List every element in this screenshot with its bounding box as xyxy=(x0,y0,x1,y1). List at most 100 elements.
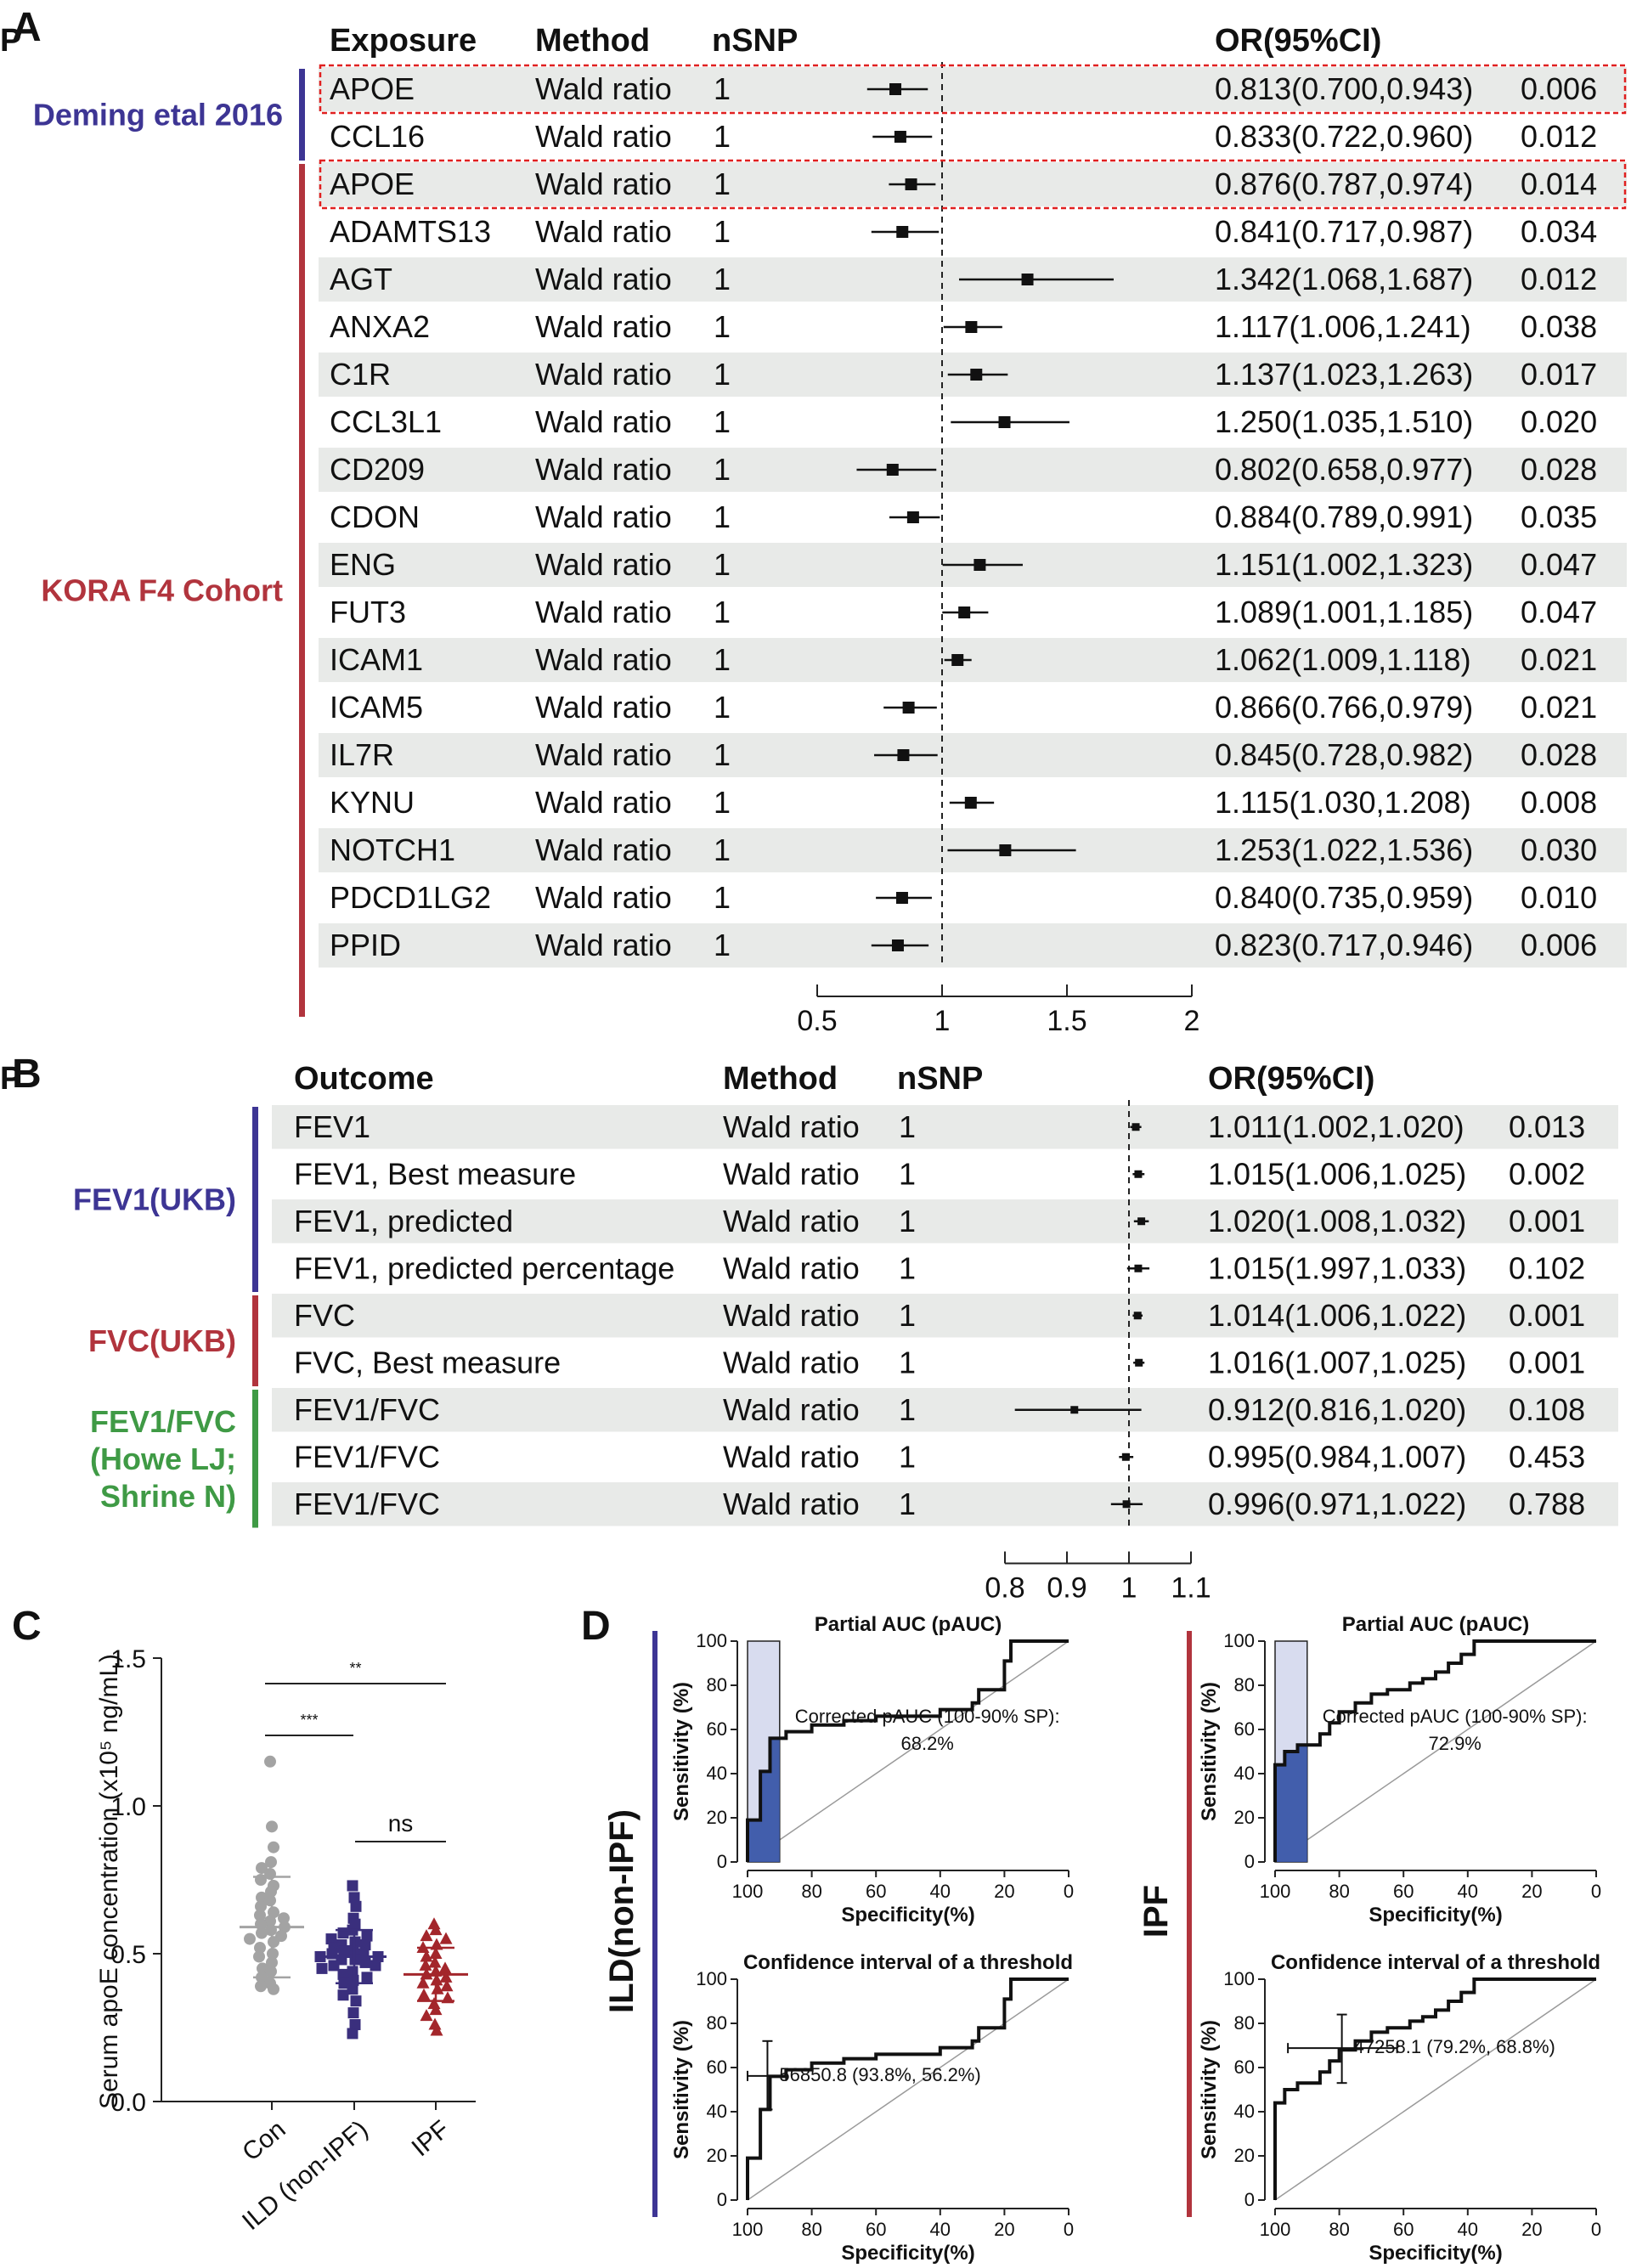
label-cell: CCL16 xyxy=(330,119,425,154)
x-tick-label: 100 xyxy=(732,1881,764,1902)
data-point xyxy=(439,1932,453,1944)
diagonal-line xyxy=(747,1978,1069,2201)
point-estimate xyxy=(958,606,971,618)
data-point xyxy=(255,1874,267,1886)
method-cell: Wald ratio xyxy=(723,1250,860,1285)
y-tick-label: 40 xyxy=(1234,1763,1255,1784)
label-cell: CDON xyxy=(330,499,420,534)
row-band xyxy=(272,1482,1618,1526)
or-ci-cell: 0.833(0.722,0.960) xyxy=(1215,119,1473,154)
p-value-cell: 0.012 xyxy=(1521,262,1597,296)
data-point xyxy=(268,1983,279,1995)
x-tick-label: 60 xyxy=(866,2219,886,2240)
group-label: FEV1(UKB) xyxy=(73,1182,236,1217)
nsnp-cell: 1 xyxy=(714,595,731,629)
point-estimate xyxy=(895,892,908,904)
point-estimate xyxy=(970,369,983,381)
label-cell: FUT3 xyxy=(330,595,406,629)
point-estimate xyxy=(891,939,904,951)
or-ci-cell: 1.015(1.997,1.033) xyxy=(1208,1250,1466,1285)
data-point xyxy=(256,1862,268,1875)
y-tick-label: 40 xyxy=(707,1763,727,1784)
roc-curve xyxy=(746,1639,1069,1862)
data-point xyxy=(347,2007,359,2019)
data-point xyxy=(431,1982,444,1994)
x-tick-label: 2 xyxy=(1184,1005,1200,1037)
data-point xyxy=(348,1892,360,1904)
y-tick-label: 80 xyxy=(1234,2012,1255,2034)
pauc-caption: Corrected pAUC (100-90% SP): xyxy=(1323,1706,1588,1727)
method-cell: Wald ratio xyxy=(535,880,672,915)
row-band xyxy=(272,1294,1618,1338)
p-value-cell: 0.034 xyxy=(1521,214,1597,249)
pauc-value: 68.2% xyxy=(900,1733,953,1754)
group-bar xyxy=(299,69,305,161)
significance-label: *** xyxy=(300,1712,318,1729)
column-header: Exposure xyxy=(330,23,477,59)
method-cell: Wald ratio xyxy=(535,928,672,962)
data-point xyxy=(359,1956,371,1968)
group-bar xyxy=(252,1107,258,1292)
y-tick-label: 100 xyxy=(1223,1968,1255,1989)
y-tick-label: 60 xyxy=(1234,1718,1255,1740)
point-estimate xyxy=(886,464,899,476)
data-point xyxy=(264,1755,276,1768)
data-point xyxy=(244,1932,256,1945)
data-point xyxy=(347,1880,358,1892)
or-ci-cell: 1.016(1.007,1.025) xyxy=(1208,1345,1466,1379)
method-cell: Wald ratio xyxy=(535,309,672,344)
p-value-cell: 0.014 xyxy=(1521,166,1597,201)
data-point xyxy=(350,1995,362,2007)
nsnp-cell: 1 xyxy=(899,1487,916,1521)
p-value-cell: 0.001 xyxy=(1509,1204,1585,1238)
point-estimate xyxy=(974,559,986,571)
data-point xyxy=(266,1820,278,1833)
x-tick-label: 0 xyxy=(1064,2219,1074,2240)
significance-label: ** xyxy=(349,1660,361,1677)
p-value-cell: 0.038 xyxy=(1521,309,1597,344)
nsnp-cell: 1 xyxy=(899,1250,916,1285)
p-value-cell: 0.102 xyxy=(1509,1250,1585,1285)
significance-label: ns xyxy=(388,1810,414,1836)
y-tick-label: 60 xyxy=(707,1718,727,1740)
data-point xyxy=(255,1900,267,1913)
or-ci-cell: 0.823(0.717,0.946) xyxy=(1215,928,1473,962)
diagonal-line xyxy=(1274,1978,1597,2201)
or-ci-cell: 1.253(1.022,1.536) xyxy=(1215,832,1473,867)
method-cell: Wald ratio xyxy=(535,452,672,487)
or-ci-cell: 0.995(0.984,1.007) xyxy=(1208,1439,1466,1474)
column-header: Method xyxy=(723,1061,838,1097)
p-value-cell: 0.021 xyxy=(1521,690,1597,725)
data-point xyxy=(254,1942,266,1955)
panel-label-b: B xyxy=(12,1052,42,1097)
method-cell: Wald ratio xyxy=(535,547,672,582)
data-point xyxy=(350,1900,362,1912)
plot-title: Partial AUC (pAUC) xyxy=(815,1613,1002,1636)
point-estimate xyxy=(1134,1170,1143,1178)
data-point xyxy=(314,1950,326,1962)
p-value-cell: 0.010 xyxy=(1521,880,1597,915)
nsnp-cell: 1 xyxy=(899,1345,916,1379)
nsnp-cell: 1 xyxy=(714,309,731,344)
label-cell: FEV1/FVC xyxy=(294,1392,440,1427)
point-estimate xyxy=(1133,1312,1142,1320)
nsnp-cell: 1 xyxy=(899,1204,916,1238)
y-tick-label: 0 xyxy=(717,1851,727,1872)
column-header: P xyxy=(0,23,21,59)
nsnp-cell: 1 xyxy=(714,547,731,582)
or-ci-cell: 0.840(0.735,0.959) xyxy=(1215,880,1473,915)
nsnp-cell: 1 xyxy=(714,119,731,154)
method-cell: Wald ratio xyxy=(535,119,672,154)
nsnp-cell: 1 xyxy=(714,928,731,962)
p-value-cell: 0.047 xyxy=(1521,547,1597,582)
nsnp-cell: 1 xyxy=(714,262,731,296)
method-cell: Wald ratio xyxy=(535,642,672,677)
p-value-cell: 0.108 xyxy=(1509,1392,1585,1427)
group-label: FEV1/FVC (Howe LJ; Shrine N) xyxy=(90,1404,236,1514)
nsnp-cell: 1 xyxy=(899,1439,916,1474)
y-tick-label: 60 xyxy=(707,2056,727,2078)
or-ci-cell: 1.115(1.030,1.208) xyxy=(1215,785,1471,820)
x-tick-label: 100 xyxy=(732,2219,764,2240)
point-estimate xyxy=(999,844,1012,856)
p-value-cell: 0.030 xyxy=(1521,832,1597,867)
